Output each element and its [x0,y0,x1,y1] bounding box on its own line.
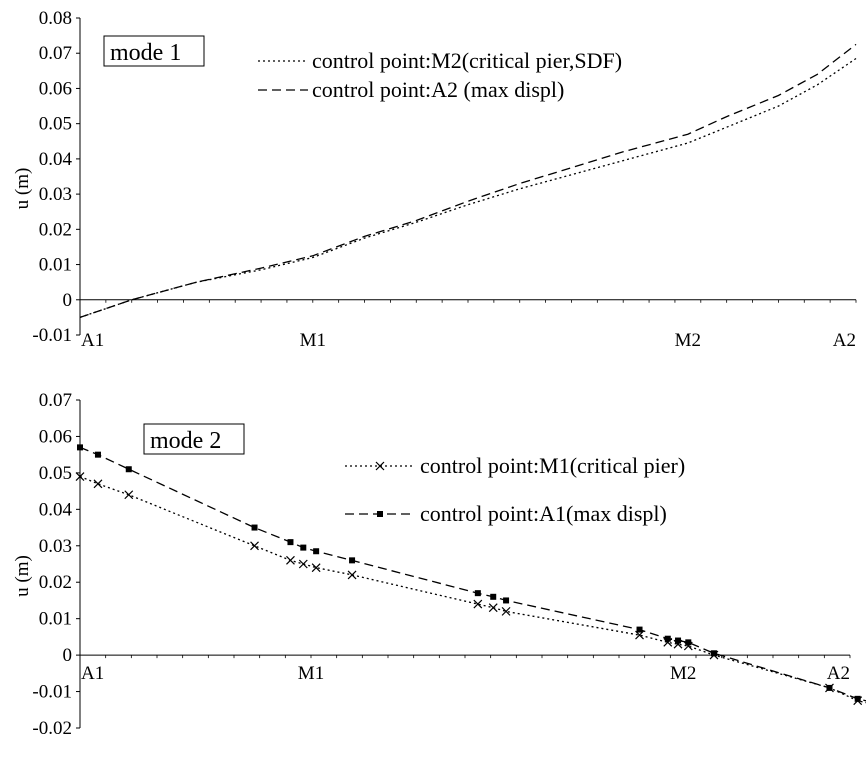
mode-2-series-2-point [675,637,682,644]
mode-1-y-tick-label: 0.06 [39,78,72,99]
mode-2-y-tick-label: -0.01 [32,682,72,703]
mode-1-label: mode 1 [110,40,181,66]
mode-2-category-label: A2 [827,663,850,684]
mode-2-axes: -0.02 -0.01 0 0.01 0.02 0.03 0.04 0.05 0.06 0.07 A… [32,390,851,739]
mode-1-series [79,43,857,319]
mode-2-series-2-point [313,548,320,555]
mode-2-series-2-point [636,626,643,633]
mode-2-series-1-point [501,606,511,616]
mode-2-y-tick-label: 0.04 [39,499,73,520]
mode-1-legend: control point:M2(critical pier,SDF) contr… [258,48,622,102]
mode-2-series-2-point [490,593,497,600]
mode-2-series-2-point [664,635,671,642]
mode-1-axes: -0.01 0 0.01 0.02 0.03 0.04 0.05 0.06 0.07 0.08 A1… [32,8,857,351]
mode-2-y-tick-label: 0.05 [39,463,72,484]
mode-1-y-tick-label: 0.08 [39,8,72,29]
mode-2-series-2-point [854,695,861,702]
mode-1-y-tick-label: 0.02 [39,219,72,240]
mode-2-series-1-point [250,541,259,551]
mode-2-series-1-point [311,563,321,573]
mode-2-series-2-point [94,451,101,458]
mode-2-series-2-point [503,597,510,604]
mode-2-series [75,444,866,706]
mode-2-category-label: M1 [298,663,324,684]
mode-2-y-tick-label: 0.01 [39,609,72,630]
mode-1-series-1-line [79,57,857,319]
mode-2-category-label: A1 [81,663,104,684]
mode-2-series-2-point [300,544,307,551]
mode-1-category-label: M1 [300,330,326,351]
mode-2-series-1-point [488,603,498,613]
mode-2-series-2-point [125,466,132,473]
mode-1-category-label: M2 [675,330,701,351]
mode-2-series-1-point [93,479,103,489]
mode-2-series-2-point [710,650,717,657]
mode-2-label-box [143,423,245,455]
mode-1-category-label: A1 [81,330,104,351]
mode-2-series-1-point [286,555,295,565]
mode-2-legend: control point:M1(critical pier) control p… [345,453,685,526]
mode-1-y-tick-label: -0.01 [32,325,72,346]
mode-2-legend-label-1: control point:M1(critical pier) [420,453,685,478]
mode-2-series-2-point [685,639,692,646]
mode-2-series-2-point [826,684,833,691]
mode-1-legend-label-1: control point:M2(critical pier,SDF) [312,48,622,73]
mode-2-series-1-point [473,599,483,609]
mode-2-series-2-point [474,590,481,597]
mode-2-series-1-point [75,472,85,481]
mode-1-y-axis-label: u (m) [12,168,33,210]
mode-2-series-1-point [298,559,308,569]
mode-2-series-2-point [349,557,356,564]
mode-2-series-2-point [287,539,294,546]
mode-2-legend-marker-1 [375,461,385,471]
mode-2-chart: u (m) mode 2 -0.02 -0.01 0 0.01 0.02 0.03 0.04… [12,390,866,739]
mode-2-legend-label-2: control point:A1(max displ) [420,501,667,526]
mode-1-label-box [103,35,205,67]
mode-1-category-label: A2 [833,330,856,351]
mode-1-legend-label-2: control point:A2 (max displ) [312,77,564,102]
mode-2-series-1-point [124,490,134,500]
mode-2-y-axis-label: u (m) [12,555,33,597]
mode-2-series-2-point [77,444,83,451]
mode-1-y-tick-label: 0 [63,290,73,311]
mode-2-label: mode 2 [150,428,221,454]
mode-2-legend-marker-2 [377,511,383,517]
mode-2-y-tick-label: 0.06 [39,426,72,447]
mode-2-y-tick-label: -0.02 [32,718,72,739]
mode-1-y-tick-label: 0.03 [39,184,72,205]
mode-2-series-1-point [347,570,357,580]
mode-1-y-tick-label: 0.07 [39,43,72,64]
mode-1-y-tick-label: 0.01 [39,255,72,276]
mode-1-y-tick-label: 0.05 [39,114,72,135]
mode-2-y-tick-label: 0.07 [39,390,72,411]
mode-2-series-2-point [251,524,258,531]
mode-1-series-2-line [79,43,857,319]
mode-1-y-tick-label: 0.04 [39,149,73,170]
mode-2-y-tick-label: 0 [63,645,73,666]
mode-2-y-tick-label: 0.02 [39,572,72,593]
mode-1-chart: u (m) mode 1 -0.01 0 0.01 0.02 0.03 0.04 0.05 0… [12,8,857,351]
mode-2-category-label: M2 [670,663,696,684]
mode-2-y-tick-label: 0.03 [39,536,72,557]
